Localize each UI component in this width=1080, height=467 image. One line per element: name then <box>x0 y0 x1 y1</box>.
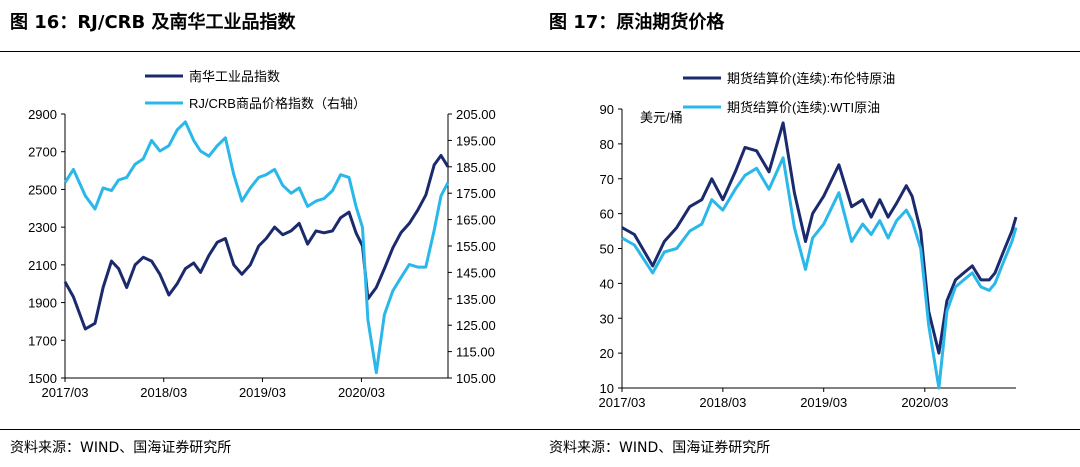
right-y-tick-label: 105.00 <box>456 371 496 386</box>
y-tick-label: 20 <box>600 346 614 361</box>
x-tick-label: 2020/03 <box>338 385 385 400</box>
right-y-tick-label: 135.00 <box>456 292 496 307</box>
right-y-tick-label: 185.00 <box>456 160 496 175</box>
right-y-tick-label: 195.00 <box>456 133 496 148</box>
y-tick-label: 1500 <box>28 371 57 386</box>
series-line-1 <box>63 154 450 331</box>
y-tick-label: 30 <box>600 311 614 326</box>
right-source-note: 资料来源：WIND、国海证券研究所 <box>549 440 771 456</box>
legend-label-1: 期货结算价(连续):布伦特原油 <box>727 71 895 86</box>
left-source-note: 资料来源：WIND、国海证券研究所 <box>10 440 232 456</box>
right-chart: 2017/03 2018/03 2019/03 2020/03 10 20 30 40 50 60… <box>599 71 1018 410</box>
y-tick-label: 10 <box>600 381 614 396</box>
x-tick-label: 2019/03 <box>800 395 847 410</box>
x-tick-label: 2018/03 <box>140 385 187 400</box>
left-chart: 2017/03 2018/03 2019/03 2020/03 1500 1700 1900… <box>28 69 496 400</box>
x-tick-label: 2019/03 <box>239 385 286 400</box>
series-line-2 <box>621 156 1018 390</box>
right-y-tick-label: 165.00 <box>456 213 496 228</box>
series-line-1 <box>621 121 1018 355</box>
legend-label-1: 南华工业品指数 <box>189 69 280 84</box>
y-tick-label: 40 <box>600 276 614 291</box>
right-figure-title: 图 17：原油期货价格 <box>549 12 725 33</box>
right-y-tick-label: 115.00 <box>456 345 495 360</box>
y-tick-label: 2700 <box>28 145 57 160</box>
y-tick-label: 1700 <box>28 333 57 348</box>
y-tick-label: 2300 <box>28 220 57 235</box>
x-tick-label: 2017/03 <box>42 385 89 400</box>
y-tick-label: 2900 <box>28 107 57 122</box>
y-tick-label: 2500 <box>28 182 57 197</box>
x-tick-label: 2017/03 <box>599 395 646 410</box>
right-y-tick-label: 175.00 <box>456 186 496 201</box>
x-tick-label: 2018/03 <box>699 395 746 410</box>
y-tick-label: 1900 <box>28 296 57 311</box>
y-tick-label: 50 <box>600 242 614 257</box>
legend-label-2: RJ/CRB商品价格指数（右轴） <box>189 96 366 111</box>
legend-label-2: 期货结算价(连续):WTI原油 <box>727 100 880 115</box>
y-tick-label: 70 <box>600 172 614 187</box>
y-tick-label: 80 <box>600 137 614 152</box>
right-y-tick-label: 155.00 <box>456 239 496 254</box>
left-figure-title: 图 16：RJ/CRB 及南华工业品指数 <box>10 12 296 33</box>
top-rule <box>0 51 1080 52</box>
right-y-tick-label: 125.00 <box>456 318 496 333</box>
y-tick-label: 2100 <box>28 258 57 273</box>
x-tick-label: 2020/03 <box>901 395 948 410</box>
y-unit-label: 美元/桶 <box>640 110 683 125</box>
right-y-tick-label: 205.00 <box>456 107 496 122</box>
series-line-2 <box>63 120 450 375</box>
y-tick-label: 90 <box>600 102 614 117</box>
y-tick-label: 60 <box>600 207 614 222</box>
right-y-tick-label: 145.00 <box>456 265 496 280</box>
bottom-rule <box>0 429 1080 430</box>
